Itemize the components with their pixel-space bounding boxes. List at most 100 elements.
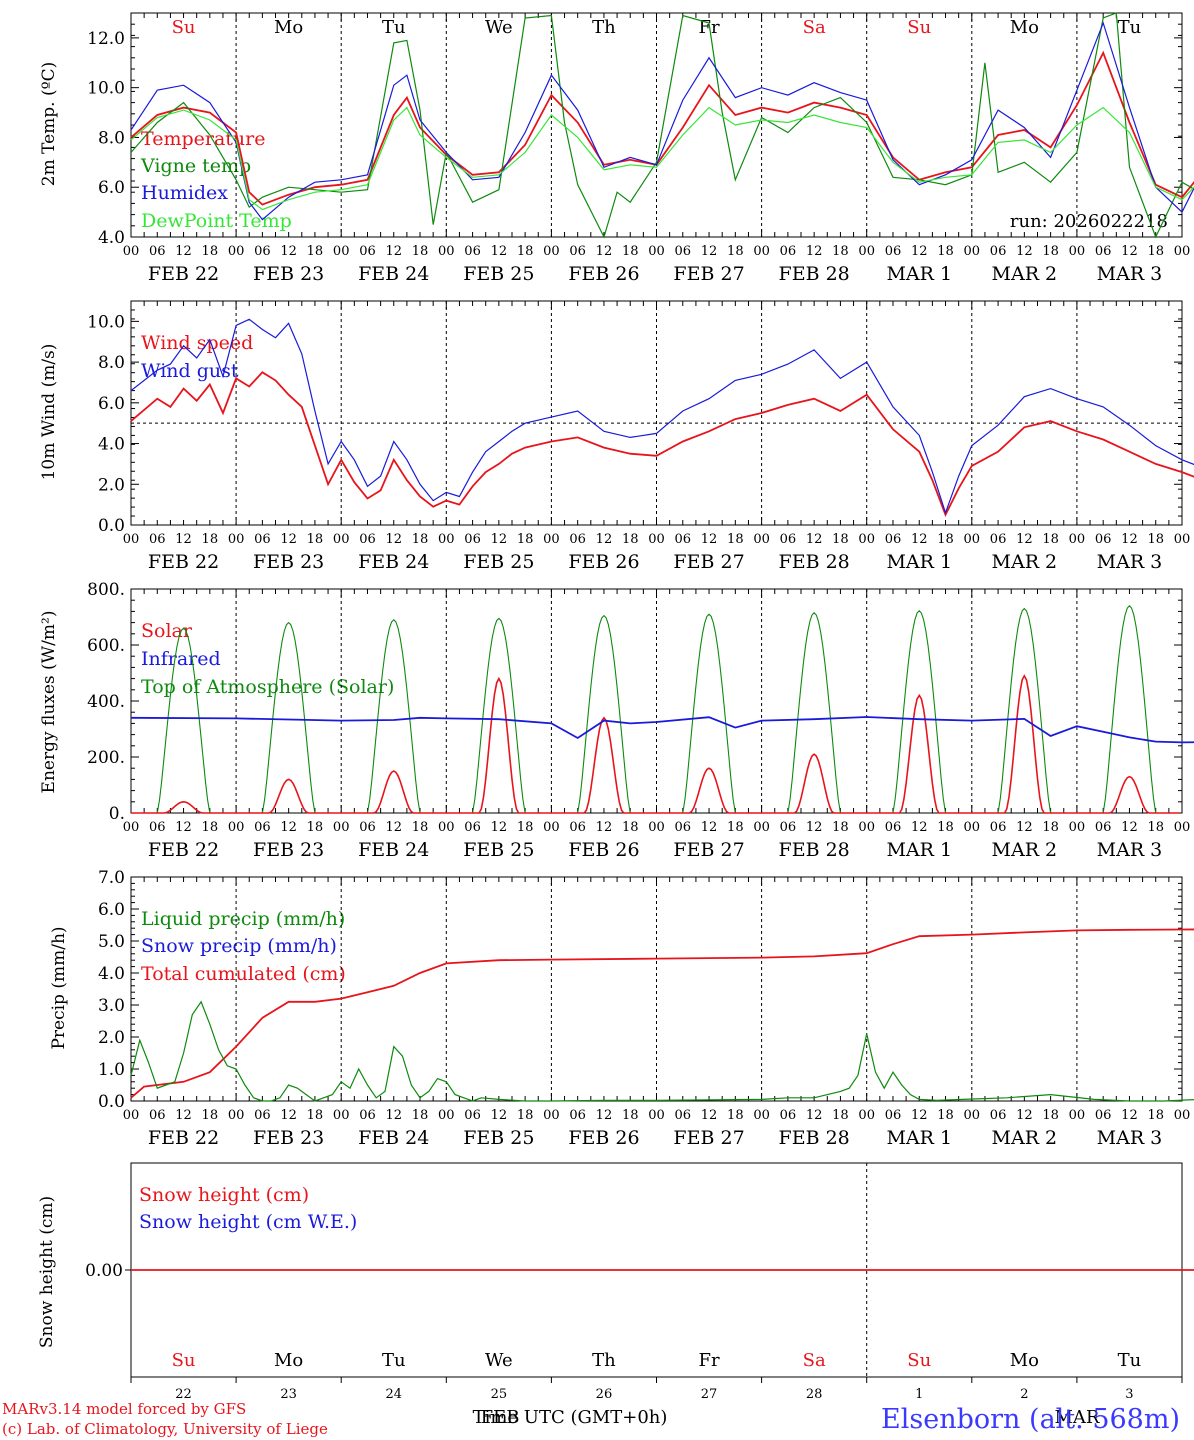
precip-hour-label: 18	[1147, 1108, 1164, 1123]
wind-hour-label: 06	[359, 532, 376, 547]
wind-hour-label: 12	[491, 532, 508, 547]
wind-day-label: FEB 28	[779, 551, 850, 573]
total-cumulated-cm-line	[130, 928, 1194, 1099]
energy-flux-panel: Energy fluxes (W/m²) Solar Infrared Top …	[39, 580, 1194, 861]
precip-hour-label: 00	[228, 1108, 245, 1123]
wind-ytick-label: 6.0	[98, 394, 125, 414]
snow-weekday-label: Tu	[1118, 1350, 1142, 1371]
precip-ytick-label: 3.0	[98, 996, 125, 1016]
precip-hour-label: 06	[149, 1108, 166, 1123]
wind-hour-label: 18	[832, 532, 849, 547]
temp-hour-label: 06	[254, 244, 271, 259]
wind-ytick-label: 4.0	[98, 435, 125, 455]
legend-solar: Solar	[141, 620, 193, 642]
temp-ytick-label: 4.0	[98, 228, 125, 248]
precip-day-label: FEB 22	[148, 1127, 219, 1149]
precip-hour-label: 06	[885, 1108, 902, 1123]
snow-weekday-label: Su	[172, 1350, 196, 1371]
temp-hour-label: 06	[885, 244, 902, 259]
wind-day-label: MAR 3	[1097, 551, 1163, 573]
precip-hour-label: 06	[675, 1108, 692, 1123]
wind-hour-label: 18	[937, 532, 954, 547]
temp-hour-label: 00	[1069, 244, 1086, 259]
temp-hour-label: 00	[648, 244, 665, 259]
temp-hour-label: 18	[412, 244, 429, 259]
wind-hour-label: 18	[412, 532, 429, 547]
temp-day-label: FEB 26	[568, 263, 639, 285]
wind-hour-label: 00	[1174, 532, 1191, 547]
wind-day-label: FEB 24	[358, 551, 429, 573]
precip-hour-label: 06	[569, 1108, 586, 1123]
temp-day-label: MAR 1	[886, 263, 952, 285]
legend-vigne-temp: Vigne temp	[140, 155, 251, 177]
temperature-panel: 2m Temp. (ºC) Temperature Vigne temp Hum…	[39, 12, 1194, 285]
temp-day-label: FEB 22	[148, 263, 219, 285]
precip-ytick-label: 7.0	[98, 868, 125, 888]
temp-ylabel: 2m Temp. (ºC)	[39, 62, 59, 187]
flux-hour-label: 12	[280, 820, 297, 835]
flux-day-label: FEB 22	[148, 839, 219, 861]
station-name: Elsenborn (alt. 568m)	[881, 1404, 1180, 1435]
month-overlay-feb: FEB	[481, 1407, 520, 1428]
flux-hour-label: 00	[123, 820, 140, 835]
wind-day-label: FEB 26	[568, 551, 639, 573]
temp-ytick-label: 6.0	[98, 178, 125, 198]
legend-total-cumulated: Total cumulated (cm)	[141, 963, 346, 985]
temp-ytick-label: 8.0	[98, 128, 125, 148]
temp-day-label: MAR 3	[1097, 263, 1163, 285]
temp-hour-label: 06	[569, 244, 586, 259]
precip-hour-label: 12	[280, 1108, 297, 1123]
footer-model: MARv3.14 model forced by GFS	[2, 1400, 246, 1418]
temp-hour-label: 12	[1016, 244, 1033, 259]
flux-hour-label: 18	[1147, 820, 1164, 835]
temp-day-label: FEB 28	[779, 263, 850, 285]
flux-day-label: MAR 1	[886, 839, 952, 861]
wind-day-label: FEB 22	[148, 551, 219, 573]
flux-hour-label: 18	[307, 820, 324, 835]
precip-ytick-label: 0.0	[98, 1092, 125, 1112]
precip-hour-label: 00	[1069, 1108, 1086, 1123]
legend-temperature: Temperature	[141, 128, 265, 150]
temp-hour-label: 18	[1147, 244, 1164, 259]
temp-weekday-label: Su	[172, 17, 196, 38]
wind-hour-label: 06	[780, 532, 797, 547]
temp-hour-label: 12	[596, 244, 613, 259]
wind-hour-label: 00	[858, 532, 875, 547]
wind-hour-label: 12	[175, 532, 192, 547]
temp-weekday-label: Tu	[1118, 17, 1142, 38]
precip-hour-label: 00	[964, 1108, 981, 1123]
precip-panel: Precip (mm/h) Liquid precip (mm/h) Snow …	[49, 868, 1194, 1149]
temp-hour-label: 18	[202, 244, 219, 259]
precip-hour-label: 18	[727, 1108, 744, 1123]
precip-ytick-label: 1.0	[98, 1060, 125, 1080]
wind-hour-label: 00	[964, 532, 981, 547]
wind-hour-label: 18	[307, 532, 324, 547]
flux-ytick-label: 600.	[87, 636, 125, 656]
flux-ytick-label: 400.	[87, 692, 125, 712]
precip-ylabel: Precip (mm/h)	[49, 926, 69, 1049]
snow-weekday-label: Mo	[1010, 1350, 1039, 1371]
wind-hour-label: 00	[648, 532, 665, 547]
flux-hour-label: 18	[517, 820, 534, 835]
wind-hour-label: 06	[990, 532, 1007, 547]
precip-hour-label: 00	[123, 1108, 140, 1123]
wind-ytick-label: 8.0	[98, 353, 125, 373]
snow-day-number: 2	[1020, 1387, 1028, 1402]
temp-hour-label: 12	[175, 244, 192, 259]
temp-hour-label: 18	[937, 244, 954, 259]
precip-hour-label: 06	[359, 1108, 376, 1123]
precip-hour-label: 06	[1095, 1108, 1112, 1123]
wind-hour-label: 12	[1121, 532, 1138, 547]
legend-snow-height-cm: Snow height (cm)	[139, 1184, 309, 1206]
precip-hour-label: 12	[1016, 1108, 1033, 1123]
precip-hour-label: 12	[175, 1108, 192, 1123]
temp-hour-label: 12	[491, 244, 508, 259]
snow-day-number: 1	[915, 1387, 923, 1402]
legend-wind-gust: Wind gust	[141, 360, 239, 382]
precip-hour-label: 00	[753, 1108, 770, 1123]
wind-legend: Wind speed Wind gust	[141, 332, 253, 382]
precip-day-label: MAR 1	[886, 1127, 952, 1149]
precip-hour-label: 12	[596, 1108, 613, 1123]
flux-hour-label: 18	[202, 820, 219, 835]
temp-hour-label: 06	[780, 244, 797, 259]
